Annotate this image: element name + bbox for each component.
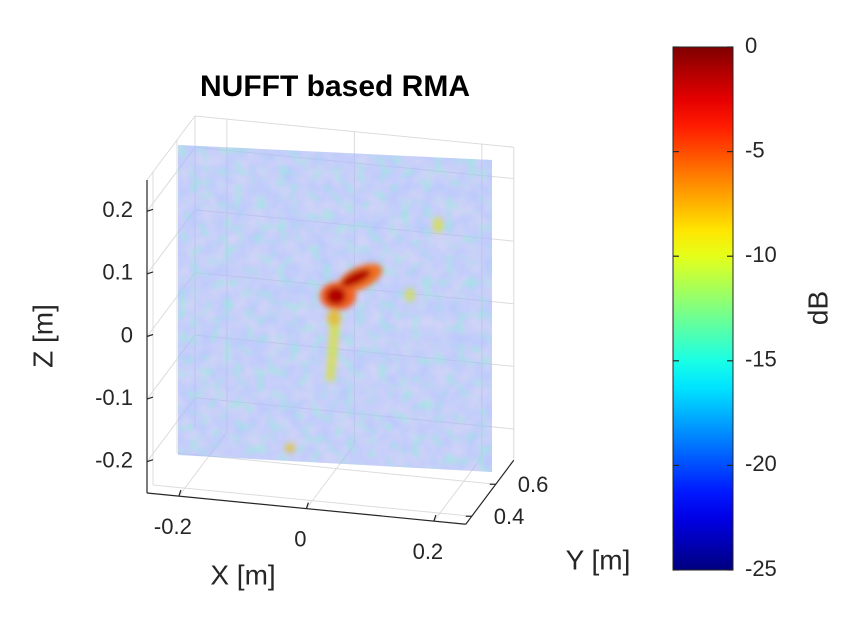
colorbar-label: dB: [802, 291, 833, 325]
grid-line: [176, 452, 496, 485]
colorbar-tick-label: -25: [745, 556, 777, 581]
x-tick-label: 0.2: [413, 539, 444, 564]
volume: [178, 145, 492, 472]
x-tick-label: -0.2: [154, 514, 192, 539]
z-tick-label: 0.2: [102, 197, 133, 222]
box-edge: [146, 115, 196, 181]
z-axis-label: Z [m]: [27, 304, 58, 368]
z-tick: [146, 396, 154, 400]
target-blob: [285, 217, 443, 453]
z-tick-label: -0.1: [95, 385, 133, 410]
z-tick: [146, 208, 154, 212]
z-tick-label: -0.2: [95, 448, 133, 473]
x-tick: [433, 514, 437, 522]
z-tick: [146, 333, 154, 338]
y-tick-label: 0.6: [518, 472, 549, 497]
y-tick-label: 0.4: [494, 504, 525, 529]
colorbar: [672, 46, 734, 571]
z-tick-label: 0.1: [102, 260, 133, 285]
z-tick: [146, 459, 154, 463]
x-tick: [178, 489, 182, 497]
y-axis-label: Y [m]: [566, 544, 631, 575]
z-tick: [146, 271, 154, 275]
colorbar-tick-label: -15: [745, 347, 777, 372]
grid-line: [152, 484, 472, 517]
colorbar-tick-label: -5: [745, 137, 765, 162]
x-tick: [305, 502, 309, 509]
box-edge: [194, 115, 514, 148]
colorbar-tick-label: 0: [745, 33, 757, 58]
x-tick-label: 0: [294, 526, 306, 551]
x-axis-label: X [m]: [210, 559, 275, 590]
axes: -0.2 -0.1 0 0.1 0.2 -0.2 0 0.2 0.4 0.6: [95, 180, 548, 564]
colorbar-tick-label: -10: [745, 242, 777, 267]
z-tick-label: 0: [121, 322, 133, 347]
y-axis: [465, 459, 515, 525]
chart-title: NUFFT based RMA: [200, 70, 470, 103]
colorbar-tick-label: -20: [745, 451, 777, 476]
